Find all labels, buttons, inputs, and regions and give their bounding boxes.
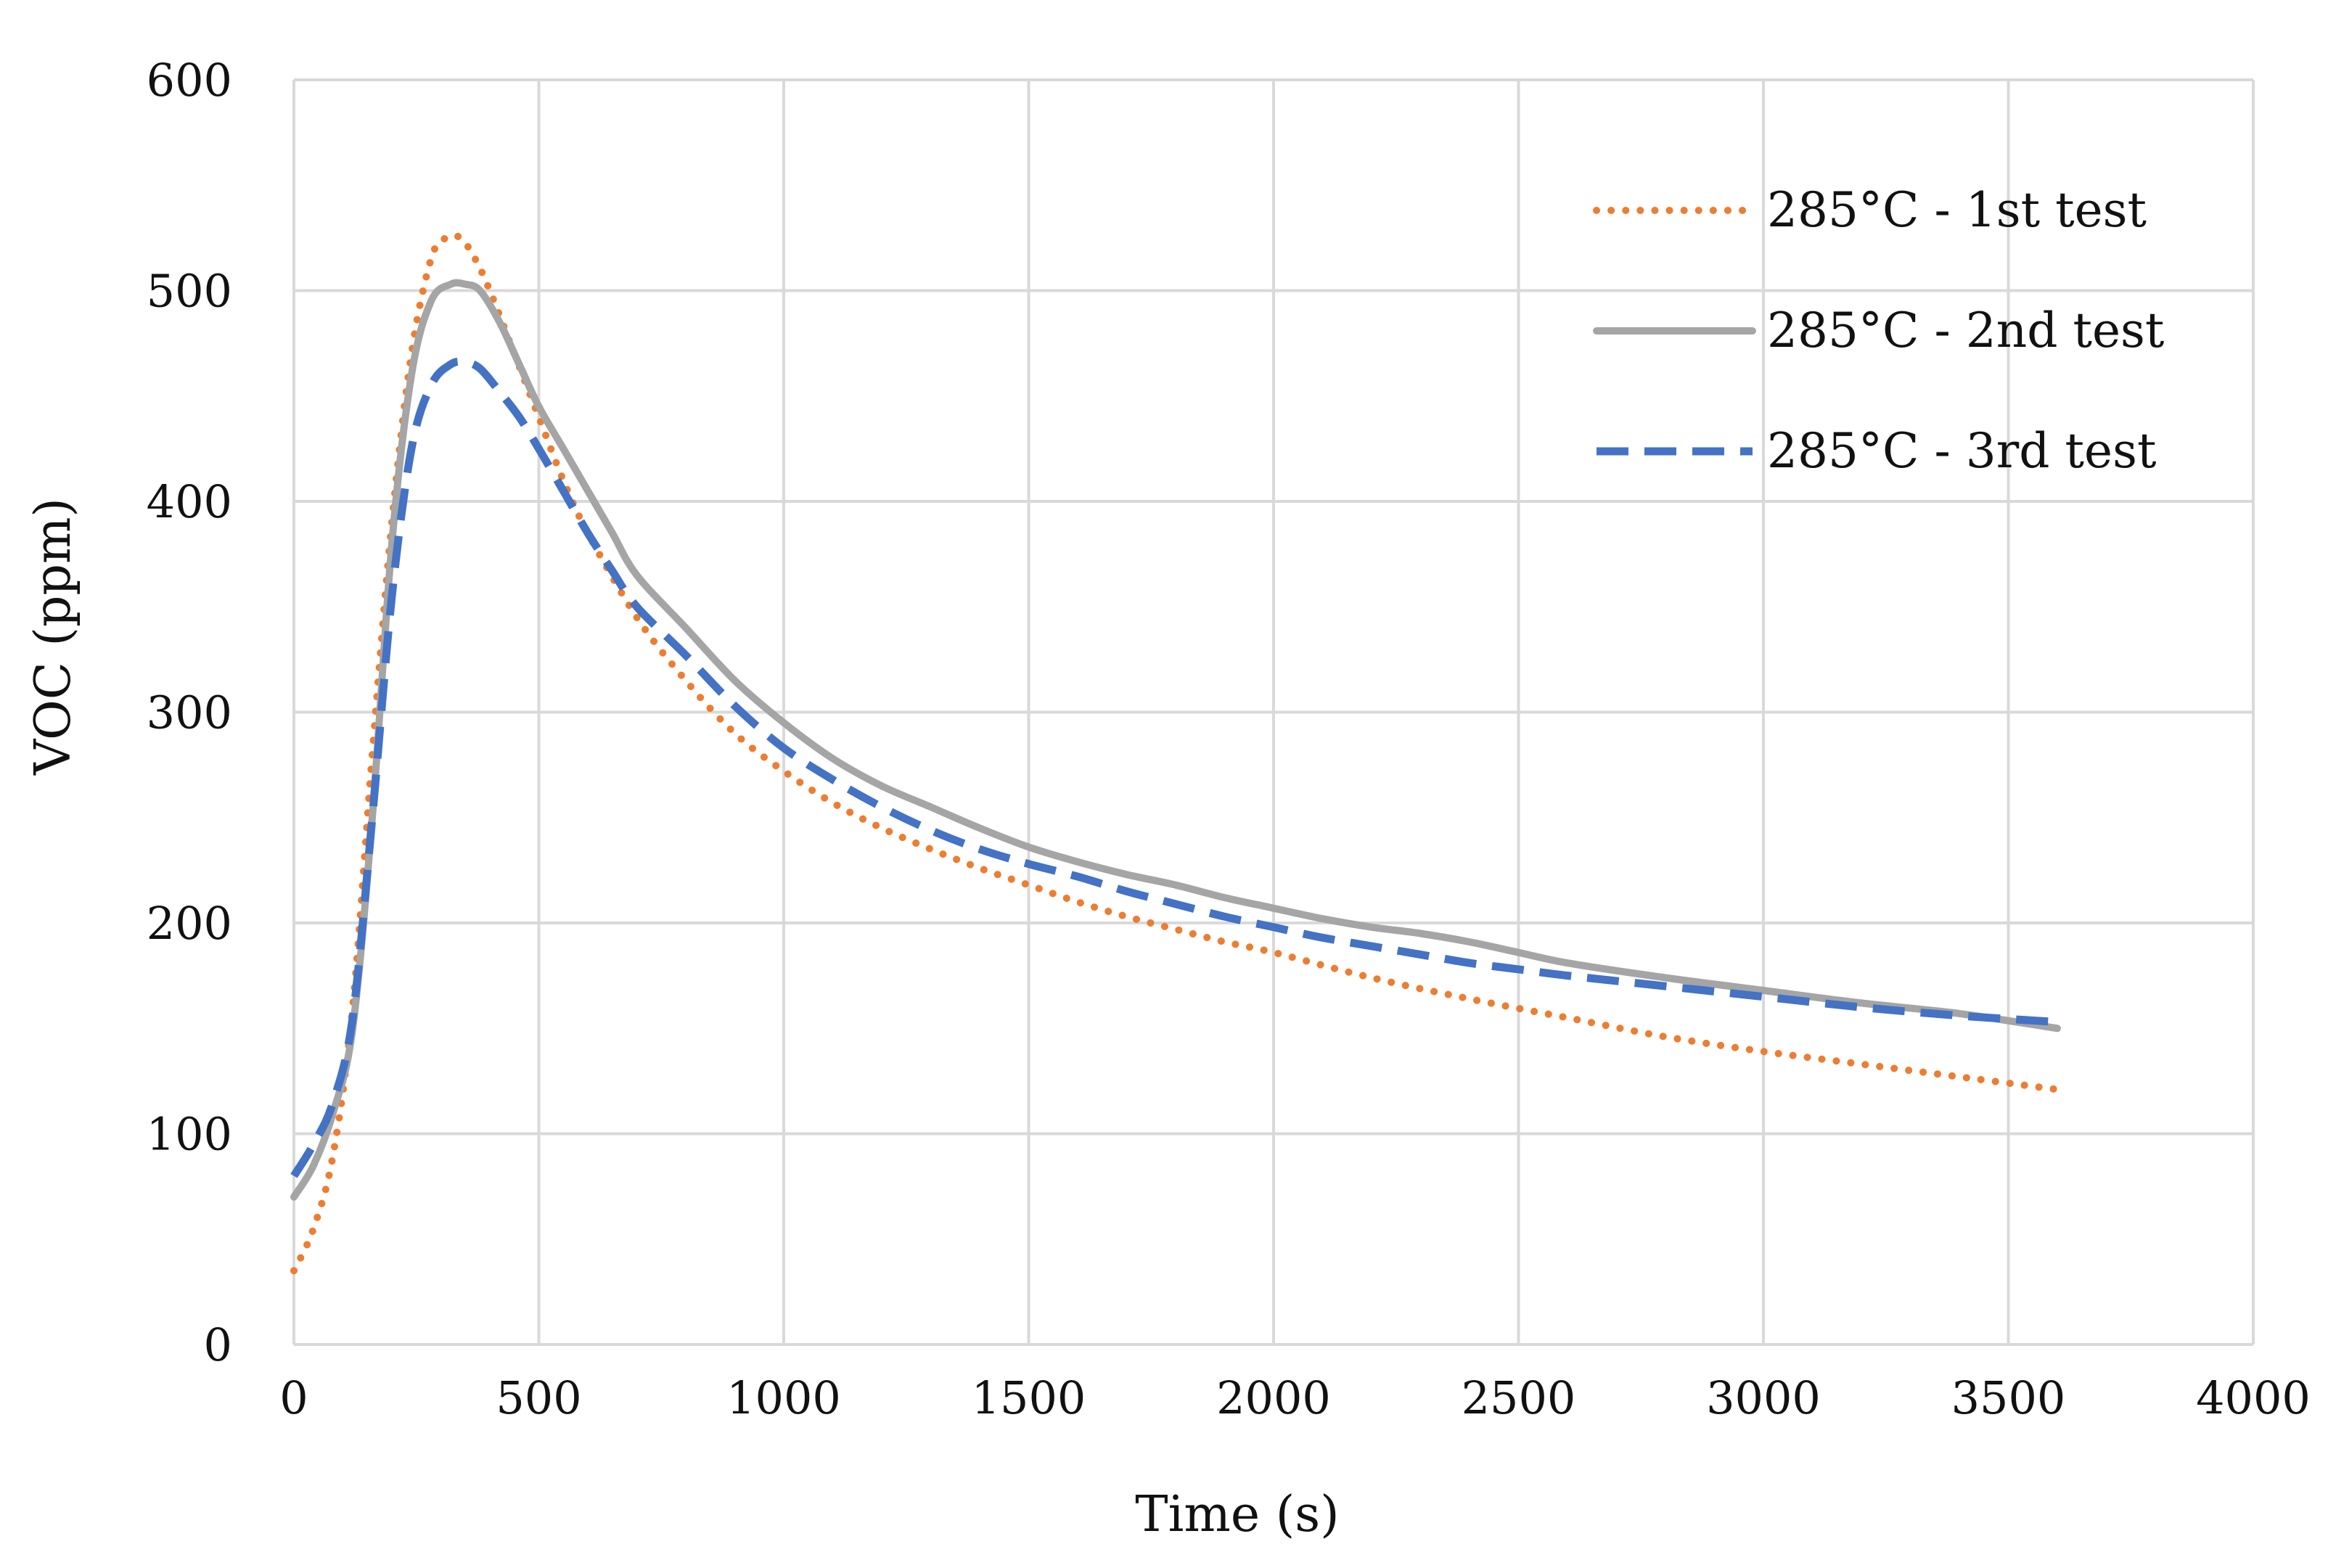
x-tick-label: 500 <box>496 1371 581 1424</box>
series-lines <box>290 231 2061 1275</box>
y-tick-label: 200 <box>147 897 232 950</box>
x-tick-label: 1500 <box>972 1371 1086 1424</box>
x-tick-label: 3500 <box>1951 1371 2066 1424</box>
y-tick-label: 0 <box>204 1318 232 1371</box>
x-tick-label: 2000 <box>1216 1371 1331 1424</box>
y-tick-label: 100 <box>147 1108 232 1161</box>
legend-label-2: 285°C - 2nd test <box>1767 303 2164 358</box>
axes <box>292 80 2253 1346</box>
x-tick-label: 2500 <box>1462 1371 1576 1424</box>
grid-lines <box>294 78 2255 1345</box>
y-tick-label: 300 <box>147 686 232 739</box>
y-tick-label: 400 <box>147 475 232 528</box>
x-tick-label: 1000 <box>726 1371 841 1424</box>
x-axis-title: Time (s) <box>1135 1486 1339 1543</box>
legend: 285°C - 1st test 285°C - 2nd test 285°C - … <box>1593 182 2164 479</box>
y-axis-title: VOC (ppm) <box>25 498 82 776</box>
legend-label-3: 285°C - 3rd test <box>1767 423 2156 479</box>
y-tick-label: 600 <box>147 54 232 107</box>
x-tick-label: 0 <box>279 1371 308 1424</box>
legend-label-1: 285°C - 1st test <box>1767 182 2147 238</box>
x-tick-label: 3000 <box>1706 1371 1821 1424</box>
series-line-2 <box>290 279 2061 1201</box>
series-line-1 <box>290 231 2061 1275</box>
y-tick-label: 500 <box>147 265 232 318</box>
tick-labels: 0 500 1000 1500 2000 2500 3000 3500 4000 0 100 200 3… <box>147 54 2311 1424</box>
x-tick-label: 4000 <box>2196 1371 2311 1424</box>
series-line-3 <box>290 357 2058 1178</box>
